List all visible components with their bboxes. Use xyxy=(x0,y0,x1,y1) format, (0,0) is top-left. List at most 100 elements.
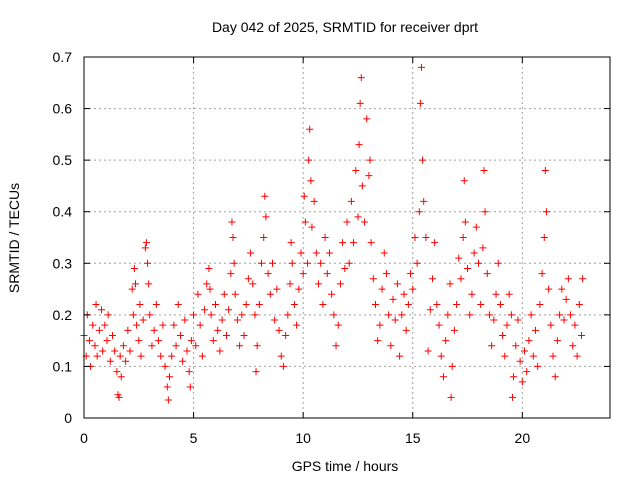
data-point xyxy=(266,290,274,298)
grid xyxy=(84,57,610,418)
data-point xyxy=(538,270,546,278)
data-point xyxy=(323,270,331,278)
data-point xyxy=(569,342,577,350)
x-axis-label: GPS time / hours xyxy=(292,458,399,474)
data-point xyxy=(460,177,468,185)
data-point xyxy=(111,347,119,355)
data-point xyxy=(203,280,211,288)
data-point xyxy=(230,259,238,267)
data-point xyxy=(433,301,441,309)
data-point xyxy=(450,326,458,334)
data-point xyxy=(488,342,496,350)
data-point xyxy=(428,275,436,283)
data-point xyxy=(339,239,347,247)
data-point xyxy=(347,197,355,205)
data-point xyxy=(165,373,173,381)
data-point xyxy=(152,301,160,309)
data-point xyxy=(133,321,141,329)
chart-title: Day 042 of 2025, SRMTID for receiver dpr… xyxy=(212,19,478,35)
data-point xyxy=(186,383,194,391)
data-point xyxy=(357,74,365,82)
data-point xyxy=(556,311,564,319)
data-point xyxy=(279,362,287,370)
data-point xyxy=(567,311,575,319)
data-point xyxy=(297,249,305,257)
data-point xyxy=(148,342,156,350)
data-point xyxy=(194,290,202,298)
data-point xyxy=(336,280,344,288)
data-point xyxy=(490,316,498,324)
data-point xyxy=(573,352,581,360)
data-point xyxy=(91,342,99,350)
data-point xyxy=(415,208,423,216)
data-point xyxy=(398,311,406,319)
data-point xyxy=(455,254,463,262)
data-point xyxy=(290,301,298,309)
data-point xyxy=(201,306,209,314)
data-point xyxy=(252,368,260,376)
x-tick-label: 0 xyxy=(80,430,88,446)
data-point xyxy=(181,316,189,324)
data-point xyxy=(288,259,296,267)
data-point xyxy=(293,321,301,329)
data-point xyxy=(558,285,566,293)
data-point xyxy=(516,357,524,365)
data-point xyxy=(172,342,180,350)
data-point xyxy=(126,347,134,355)
data-point xyxy=(464,264,472,272)
data-point xyxy=(251,311,259,319)
data-point xyxy=(480,166,488,174)
data-point xyxy=(89,321,97,329)
data-point xyxy=(212,301,219,309)
data-point xyxy=(378,285,386,293)
data-point xyxy=(418,63,426,71)
data-point xyxy=(205,264,213,272)
data-point xyxy=(168,352,176,360)
data-point xyxy=(492,290,500,298)
data-point xyxy=(192,342,200,350)
data-point xyxy=(485,311,493,319)
data-point xyxy=(579,275,587,283)
data-point xyxy=(229,234,237,241)
data-point xyxy=(135,337,143,345)
data-point xyxy=(307,177,315,185)
data-point xyxy=(85,337,93,345)
data-point xyxy=(523,368,531,376)
data-point xyxy=(238,311,246,319)
data-point xyxy=(231,290,239,298)
data-point xyxy=(507,311,515,319)
data-point xyxy=(159,321,167,329)
data-point xyxy=(207,311,215,319)
data-point xyxy=(214,326,222,334)
data-point xyxy=(157,352,165,360)
data-point xyxy=(499,331,507,339)
data-point xyxy=(273,285,281,293)
data-point xyxy=(284,311,292,319)
data-point xyxy=(247,249,255,257)
data-point xyxy=(453,301,461,309)
data-point xyxy=(472,223,480,231)
data-point xyxy=(411,234,419,241)
data-point xyxy=(183,347,191,355)
data-points xyxy=(80,63,587,404)
data-point xyxy=(325,249,333,257)
data-point xyxy=(264,270,272,278)
data-point xyxy=(431,239,439,247)
data-point xyxy=(361,218,369,226)
data-point xyxy=(128,285,136,293)
data-point xyxy=(356,99,364,107)
data-point xyxy=(358,182,366,190)
data-point xyxy=(437,352,445,360)
data-point xyxy=(424,347,432,355)
data-point xyxy=(352,166,360,174)
data-point xyxy=(321,234,329,241)
y-tick-label: 0 xyxy=(64,410,72,426)
data-point xyxy=(468,290,476,298)
data-point xyxy=(103,337,111,345)
data-point xyxy=(536,301,544,309)
data-point xyxy=(562,295,570,303)
data-point xyxy=(553,337,561,345)
x-tick-label: 20 xyxy=(515,430,531,446)
data-point xyxy=(130,264,138,272)
data-point xyxy=(435,321,443,329)
